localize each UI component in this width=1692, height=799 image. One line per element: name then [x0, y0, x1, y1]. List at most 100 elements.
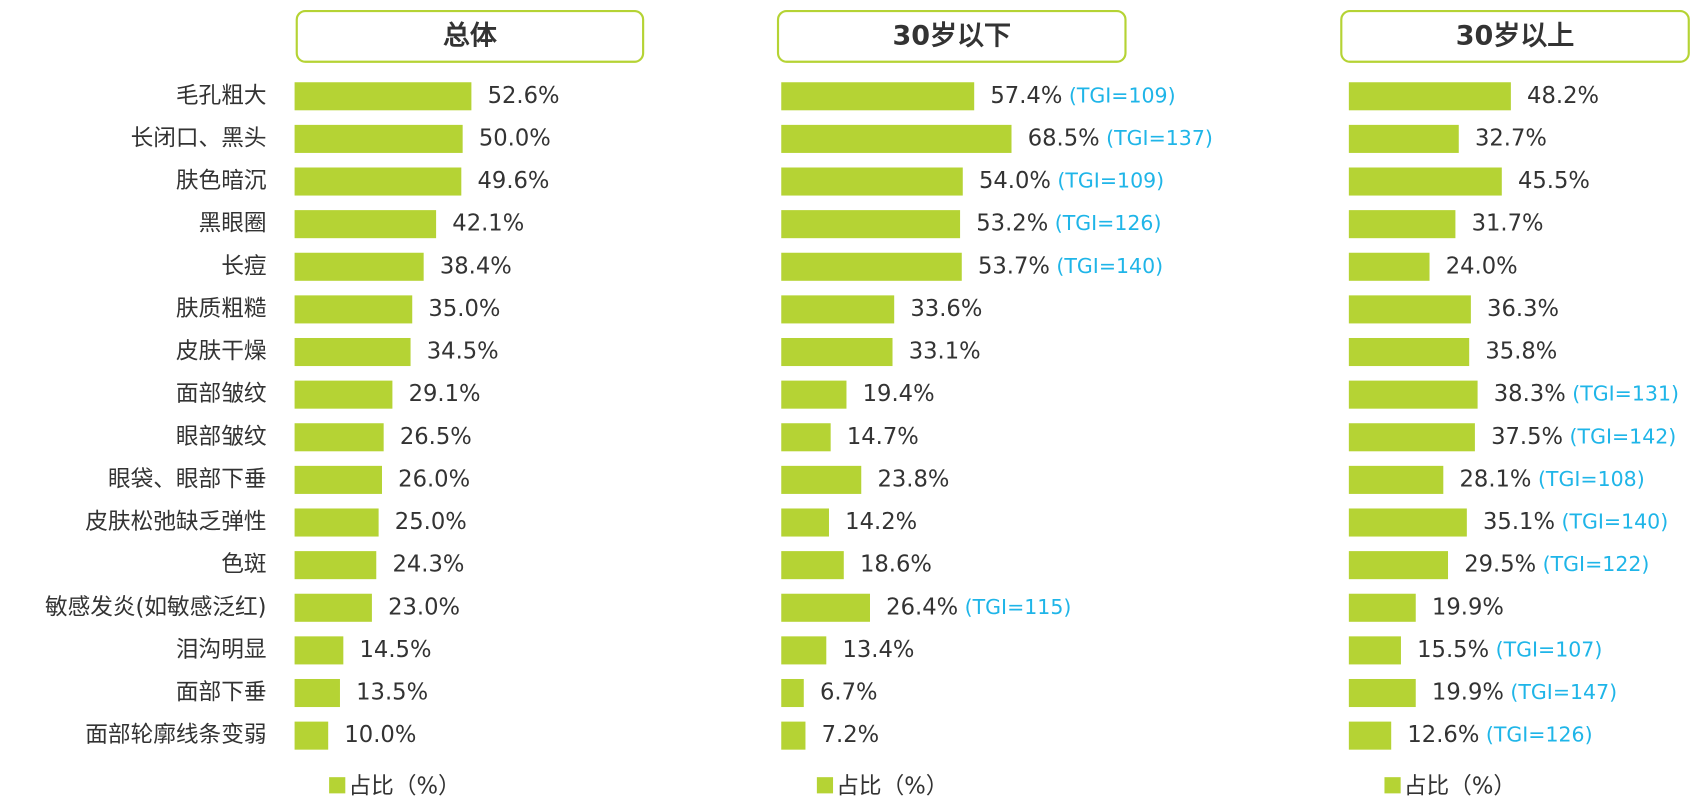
bar [294, 593, 372, 622]
value-label: 35.8% [1485, 339, 1557, 365]
legend-label: 占比（%） [836, 773, 948, 799]
value-label: 29.5% [1464, 552, 1536, 578]
tgi-label: (TGI=140) [1561, 510, 1668, 534]
value-label: 68.5% [1028, 125, 1100, 151]
value-label: 29.1% [409, 381, 481, 407]
value-label: 52.6% [488, 83, 560, 109]
value-label: 48.2% [1527, 83, 1599, 109]
bar [1348, 465, 1444, 494]
category-label: 色斑 [221, 552, 266, 578]
value-label: 14.7% [847, 424, 919, 450]
value-label: 34.5% [427, 339, 499, 365]
value-label: 49.6% [477, 168, 549, 194]
value-label: 26.0% [398, 466, 470, 492]
legend-swatch [816, 777, 834, 794]
value-label: 50.0% [479, 125, 551, 151]
tgi-label: (TGI=126) [1055, 211, 1162, 235]
value-label: 42.1% [452, 211, 524, 237]
panel-title: 30岁以上 [1456, 20, 1574, 51]
value-label: 53.7% [978, 253, 1050, 279]
value-label: 53.2% [976, 211, 1048, 237]
value-label: 14.5% [360, 637, 432, 663]
value-label: 57.4% [990, 83, 1062, 109]
value-label: 35.1% [1483, 509, 1555, 535]
bar [1348, 337, 1470, 367]
bar [1348, 678, 1416, 708]
value-label: 26.4% [886, 594, 958, 620]
category-label: 面部皱纹 [176, 381, 267, 407]
value-label: 23.0% [388, 594, 460, 620]
value-label: 18.6% [860, 552, 932, 578]
bar [781, 551, 844, 580]
value-label: 13.4% [842, 637, 914, 663]
value-label: 32.7% [1475, 125, 1547, 151]
bar [294, 678, 340, 708]
bar [781, 124, 1012, 153]
panel-header-box [295, 9, 645, 63]
value-label: 12.6% [1407, 722, 1479, 748]
bar [1348, 508, 1467, 537]
category-label: 长闭口、黑头 [131, 125, 267, 151]
tgi-label: (TGI=147) [1510, 680, 1617, 704]
tgi-label: (TGI=137) [1106, 126, 1213, 150]
bar [781, 295, 895, 324]
category-label: 毛孔粗大 [176, 83, 267, 109]
bar [294, 380, 393, 409]
bar [781, 210, 961, 239]
panel-title: 30岁以下 [893, 20, 1011, 51]
value-label: 38.3% [1494, 381, 1566, 407]
bar [1348, 593, 1416, 622]
bar [294, 295, 413, 324]
category-label: 黑眼圈 [199, 211, 267, 237]
category-label: 眼袋、眼部下垂 [108, 466, 267, 492]
tgi-label: (TGI=109) [1057, 169, 1164, 193]
bar [781, 721, 806, 750]
category-label: 皮肤干燥 [176, 339, 267, 365]
legend-label: 占比（%） [1404, 773, 1516, 799]
value-label: 36.3% [1487, 296, 1559, 322]
bar [294, 636, 344, 665]
panel-header-box [1340, 9, 1690, 63]
value-label: 7.2% [822, 722, 880, 748]
value-label: 37.5% [1491, 424, 1563, 450]
tgi-label: (TGI=122) [1543, 552, 1650, 576]
bar [781, 678, 804, 708]
tgi-label: (TGI=115) [965, 595, 1072, 619]
bar [1348, 551, 1449, 580]
value-label: 19.9% [1432, 594, 1504, 620]
bar [1348, 252, 1430, 281]
value-label: 24.0% [1446, 253, 1518, 279]
legend-label: 占比（%） [349, 773, 461, 799]
category-label: 肤质粗糙 [176, 296, 267, 322]
value-label: 24.3% [392, 552, 464, 578]
value-label: 35.0% [428, 296, 500, 322]
bar [781, 380, 847, 409]
bar [1348, 636, 1401, 665]
value-label: 45.5% [1518, 168, 1590, 194]
tgi-label: (TGI=108) [1538, 467, 1645, 491]
category-label: 皮肤松弛缺乏弹性 [85, 509, 266, 535]
value-label: 38.4% [440, 253, 512, 279]
bar [1348, 82, 1511, 111]
category-label: 长痘 [221, 253, 266, 279]
value-label: 23.8% [877, 466, 949, 492]
value-label: 13.5% [356, 680, 428, 706]
value-label: 54.0% [979, 168, 1051, 194]
bar [781, 337, 893, 367]
value-label: 28.1% [1459, 466, 1531, 492]
value-label: 6.7% [820, 680, 878, 706]
bar [1348, 295, 1471, 324]
bar [1348, 380, 1478, 409]
legend-swatch [1384, 777, 1401, 794]
value-label: 14.2% [845, 509, 917, 535]
bar [781, 593, 870, 622]
category-label: 肤色暗沉 [176, 168, 267, 194]
bar [1348, 210, 1456, 239]
bar [294, 337, 411, 367]
bar [1348, 167, 1502, 196]
bar [294, 551, 377, 580]
tgi-label: (TGI=131) [1572, 382, 1679, 406]
category-label: 敏感发炎(如敏感泛红) [45, 594, 267, 620]
